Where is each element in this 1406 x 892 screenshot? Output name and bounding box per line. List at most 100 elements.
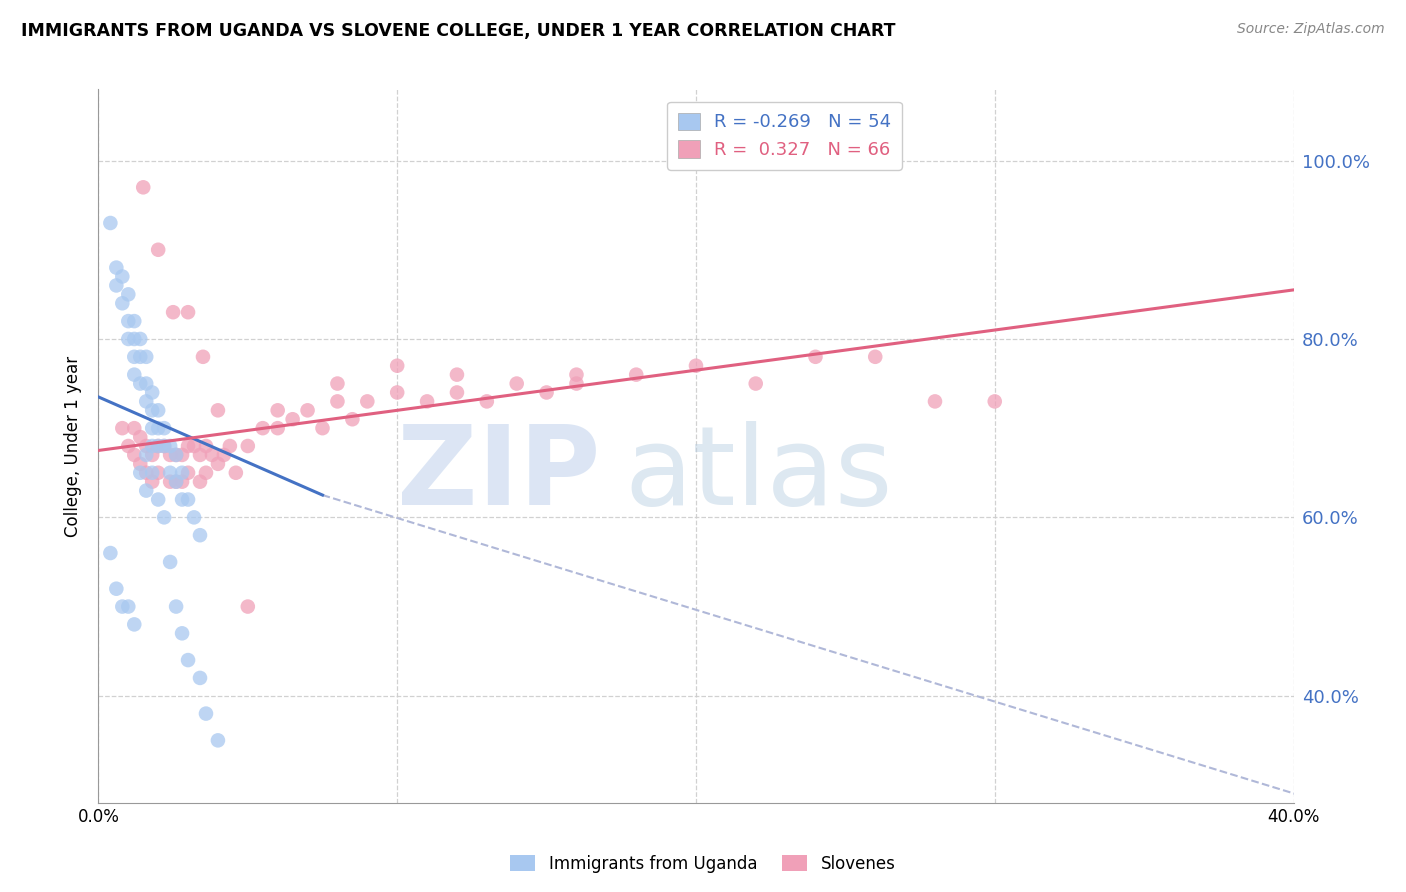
Point <box>148 243 170 257</box>
Point <box>165 475 187 489</box>
Point <box>148 439 170 453</box>
Point <box>212 448 235 462</box>
Point <box>135 466 157 480</box>
Point <box>111 421 134 435</box>
Point <box>172 475 194 489</box>
Point <box>135 483 157 498</box>
Point <box>124 332 146 346</box>
Point <box>565 376 588 391</box>
Point <box>188 671 211 685</box>
Point <box>201 448 224 462</box>
Point <box>536 385 558 400</box>
Point <box>326 376 349 391</box>
Point <box>148 492 170 507</box>
Point <box>135 376 157 391</box>
Point <box>148 403 170 417</box>
Point <box>159 466 181 480</box>
Point <box>141 475 163 489</box>
Point <box>159 475 181 489</box>
Point <box>177 492 200 507</box>
Point <box>165 448 187 462</box>
Point <box>141 448 163 462</box>
Point <box>165 475 187 489</box>
Point <box>111 599 134 614</box>
Point <box>141 439 163 453</box>
Point <box>117 599 139 614</box>
Point <box>117 439 139 453</box>
Text: ZIP: ZIP <box>396 421 600 528</box>
Point <box>506 376 529 391</box>
Point <box>385 385 409 400</box>
Point <box>281 412 304 426</box>
Point <box>100 216 122 230</box>
Point <box>177 653 200 667</box>
Point <box>165 448 187 462</box>
Point <box>326 394 349 409</box>
Y-axis label: College, Under 1 year: College, Under 1 year <box>65 355 83 537</box>
Point <box>124 314 146 328</box>
Point <box>129 332 152 346</box>
Point <box>183 510 205 524</box>
Point <box>188 475 211 489</box>
Point <box>159 439 181 453</box>
Point <box>311 421 333 435</box>
Legend: R = -0.269   N = 54, R =  0.327   N = 66: R = -0.269 N = 54, R = 0.327 N = 66 <box>668 102 903 170</box>
Point <box>100 546 122 560</box>
Point <box>195 439 218 453</box>
Point <box>153 421 176 435</box>
Point <box>267 403 290 417</box>
Point <box>129 430 152 444</box>
Point <box>135 394 157 409</box>
Point <box>446 368 468 382</box>
Point <box>804 350 827 364</box>
Point <box>135 350 157 364</box>
Point <box>135 448 157 462</box>
Point <box>172 626 194 640</box>
Point <box>141 466 163 480</box>
Point <box>188 528 211 542</box>
Point <box>626 368 648 382</box>
Point <box>105 582 128 596</box>
Legend: Immigrants from Uganda, Slovenes: Immigrants from Uganda, Slovenes <box>503 848 903 880</box>
Point <box>141 385 163 400</box>
Text: atlas: atlas <box>624 421 893 528</box>
Point <box>162 305 184 319</box>
Point <box>191 350 214 364</box>
Point <box>172 448 194 462</box>
Point <box>172 492 194 507</box>
Point <box>924 394 946 409</box>
Point <box>685 359 707 373</box>
Point <box>356 394 378 409</box>
Point <box>105 260 128 275</box>
Point <box>141 403 163 417</box>
Point <box>984 394 1007 409</box>
Point <box>207 403 229 417</box>
Point <box>565 368 588 382</box>
Point <box>153 439 176 453</box>
Point <box>129 350 152 364</box>
Point <box>267 421 290 435</box>
Point <box>416 394 439 409</box>
Point <box>124 448 146 462</box>
Point <box>188 448 211 462</box>
Point <box>132 180 155 194</box>
Point <box>236 599 259 614</box>
Point <box>225 466 247 480</box>
Point <box>207 733 229 747</box>
Point <box>111 296 134 310</box>
Point <box>148 439 170 453</box>
Point <box>297 403 319 417</box>
Point <box>865 350 887 364</box>
Text: Source: ZipAtlas.com: Source: ZipAtlas.com <box>1237 22 1385 37</box>
Point <box>148 466 170 480</box>
Point <box>183 439 205 453</box>
Point <box>745 376 768 391</box>
Point <box>124 368 146 382</box>
Point <box>252 421 274 435</box>
Point <box>177 305 200 319</box>
Text: IMMIGRANTS FROM UGANDA VS SLOVENE COLLEGE, UNDER 1 YEAR CORRELATION CHART: IMMIGRANTS FROM UGANDA VS SLOVENE COLLEG… <box>21 22 896 40</box>
Point <box>117 287 139 301</box>
Point <box>129 466 152 480</box>
Point <box>177 439 200 453</box>
Point <box>177 466 200 480</box>
